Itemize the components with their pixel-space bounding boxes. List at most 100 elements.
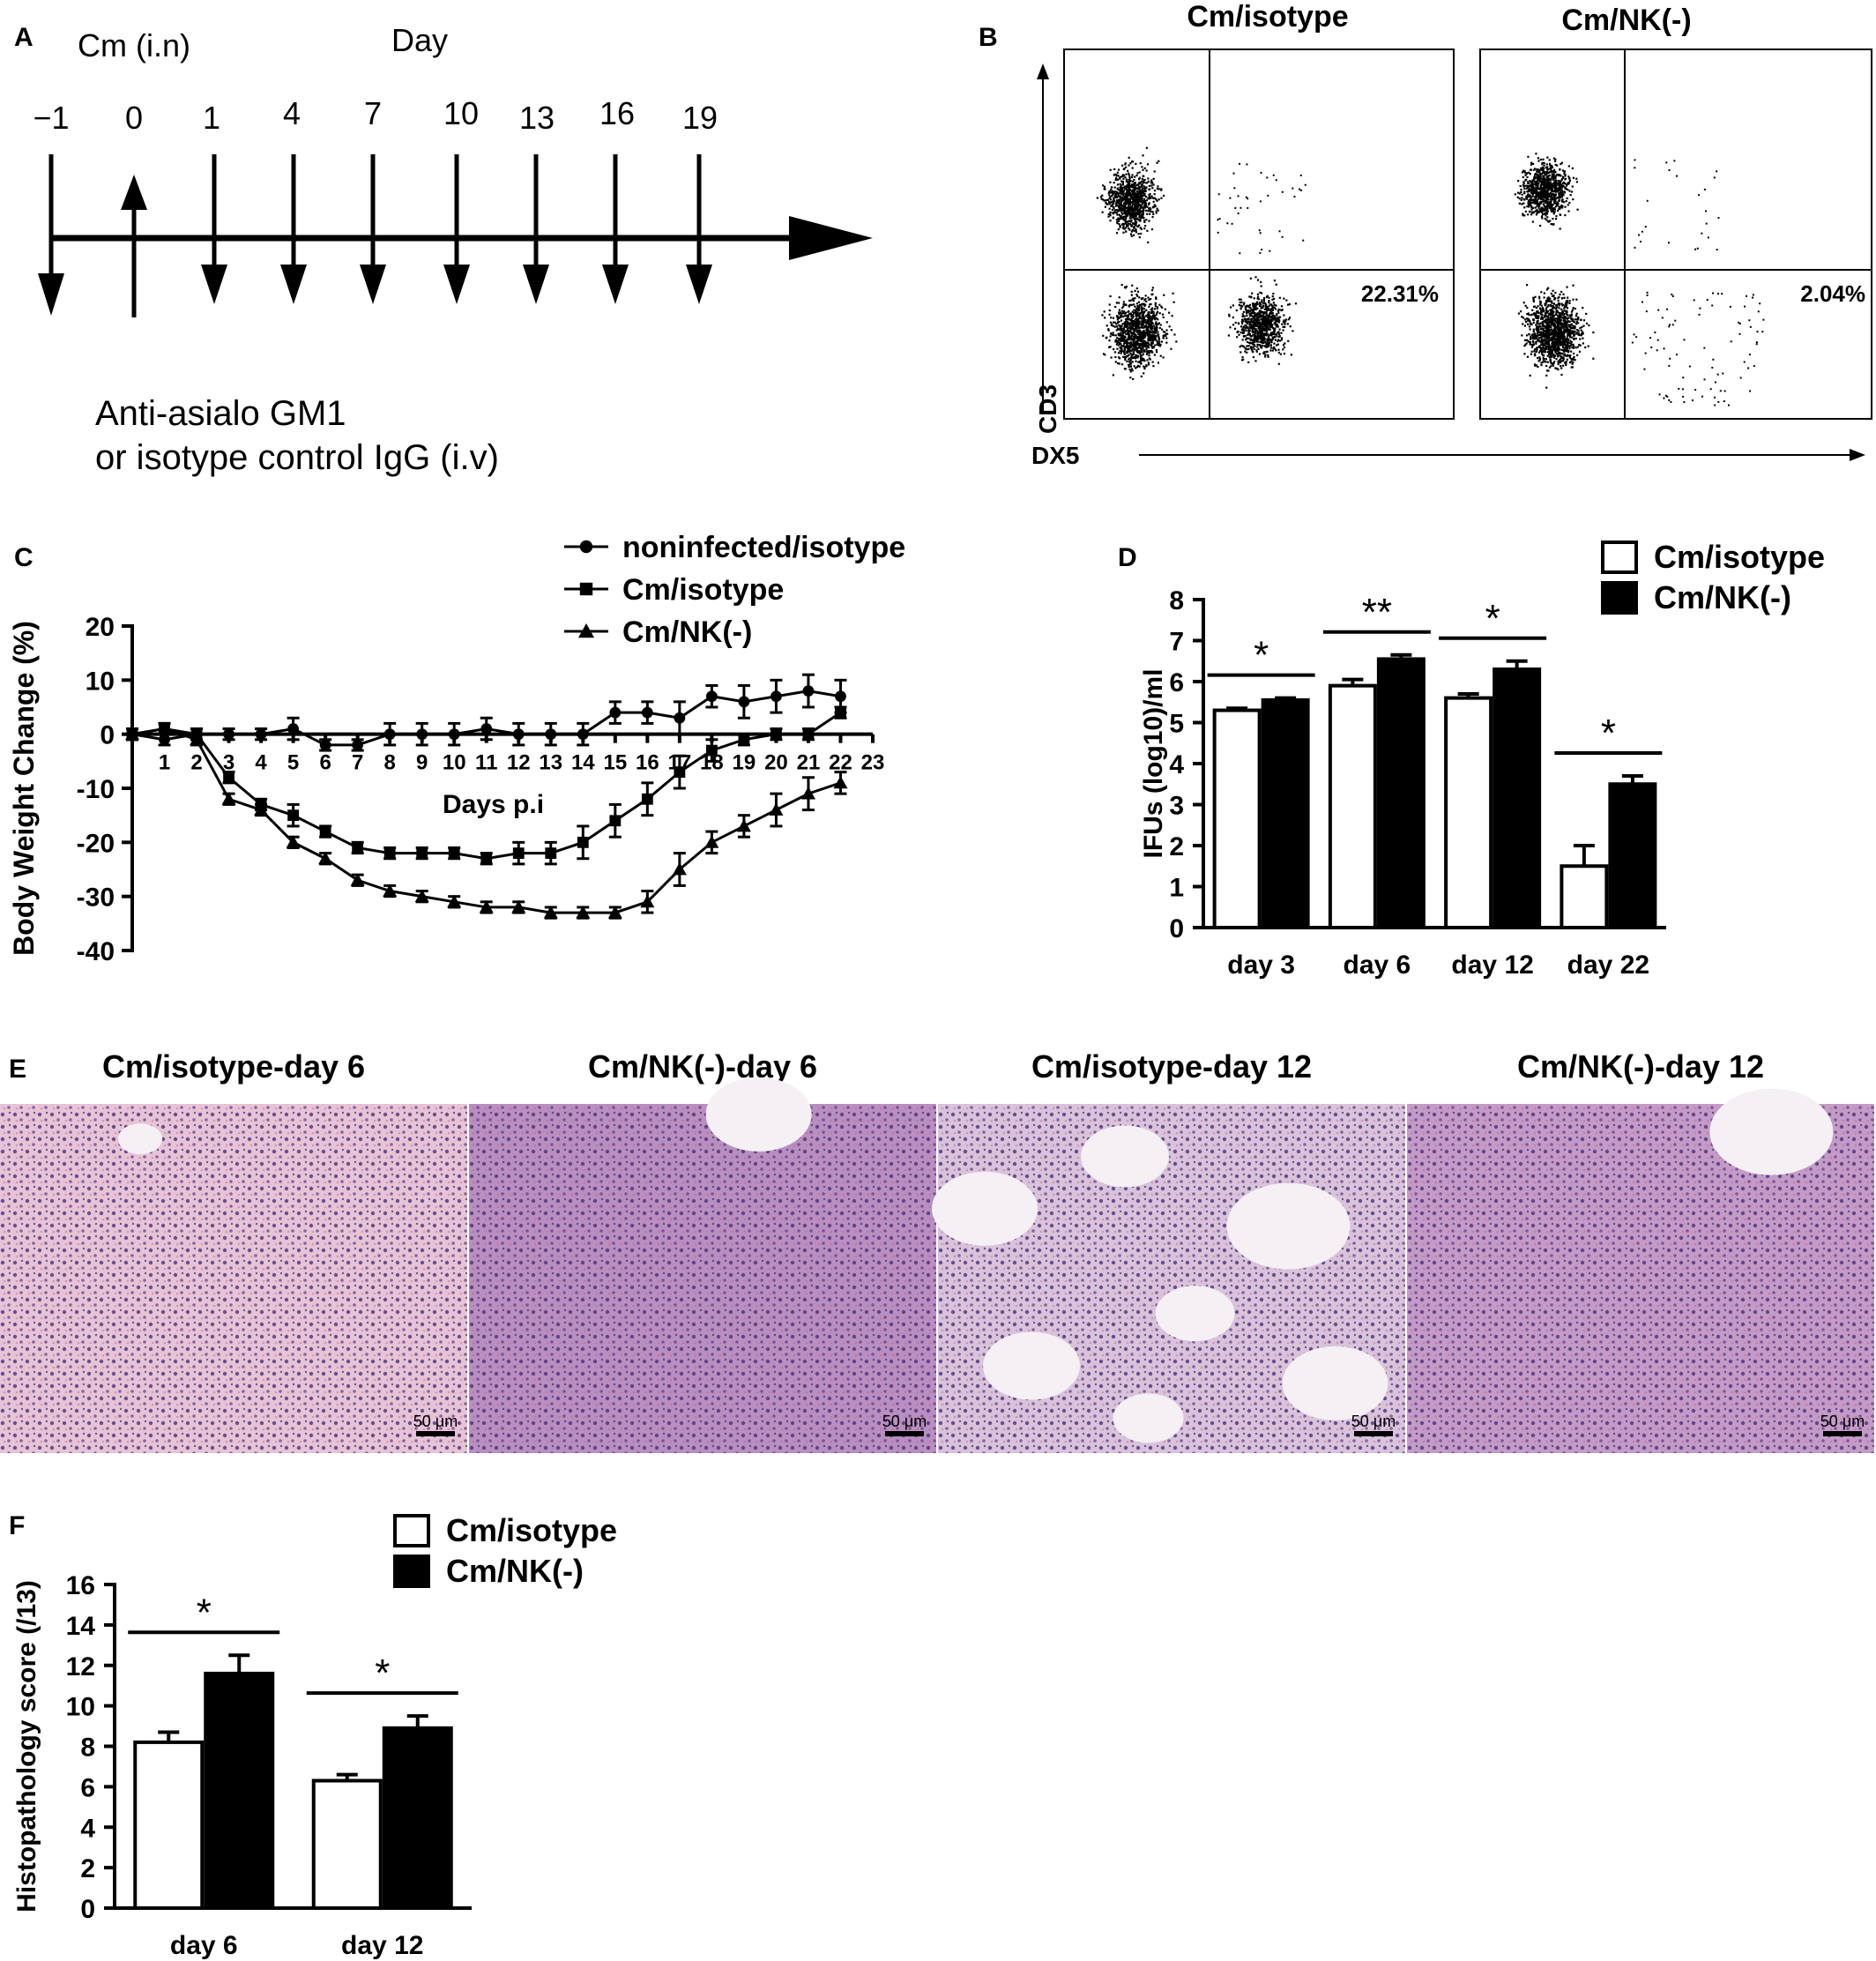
event-dot [1141,332,1143,334]
event-dot [1128,172,1130,175]
event-dot [1258,353,1262,355]
event-dot [1124,358,1127,362]
event-dot [1552,197,1555,199]
event-dot [1550,325,1552,328]
event-dot [1131,369,1134,372]
event-dot [1282,344,1285,347]
event-dot [1540,343,1543,347]
event-dot [1115,219,1119,221]
event-dot [1532,300,1536,303]
event-dot [1258,309,1262,312]
event-dot [1262,314,1264,317]
event-dot [1582,332,1584,335]
event-dot [1108,194,1111,197]
event-dot [1557,296,1560,300]
event-dot [1548,321,1551,324]
event-dot [1132,377,1135,381]
event-dot [1141,298,1143,301]
event-dot [1150,297,1152,301]
event-dot [1534,201,1537,204]
event-dot [1529,180,1531,183]
day-numbers: −1 0 1 4 7 10 13 16 19 [33,95,718,136]
event-dot [1135,194,1139,197]
event-dot [1133,223,1135,226]
event-dot [1523,198,1526,201]
event-dot [1544,199,1546,202]
event-dot [1542,317,1545,319]
event-dot [1152,311,1155,314]
event-dot [1549,303,1552,307]
event-dot [1173,333,1176,336]
event-dot [1555,326,1558,329]
event-dot [1241,313,1244,316]
event-dot [1141,206,1143,209]
event-dot [1568,320,1571,323]
event-dot [1114,178,1117,182]
event-dot [1546,345,1549,348]
event-dot [1154,318,1157,321]
event-dot [1131,343,1134,346]
event-dot [1272,292,1275,295]
event-dot [1149,213,1151,215]
event-dot [1130,212,1133,214]
event-dot [1631,341,1634,344]
event-dot [1551,186,1553,189]
event-dot [1557,328,1560,331]
event-dot [1134,209,1136,212]
event-dot [1259,334,1262,337]
event-dot [1120,175,1123,178]
event-dot [1138,185,1141,188]
event-dot [1554,199,1557,202]
event-dot [1119,325,1122,328]
event-dot [1131,317,1134,319]
event-dot [1113,174,1115,176]
event-dot [1131,327,1134,330]
event-dot [1560,290,1563,294]
event-dot [1530,353,1533,355]
event-dot [1712,358,1715,361]
event-dot [1565,362,1567,365]
event-dot [1129,303,1132,306]
event-dot [1271,311,1274,315]
event-dot [1254,340,1256,343]
event-dot [1139,357,1143,360]
event-dot [1257,327,1260,330]
event-dot [1564,362,1567,364]
event-dot [1547,287,1550,289]
event-dot [1135,320,1137,323]
event-dot [1112,317,1115,319]
event-dot [1538,176,1541,179]
event-dot [1168,311,1171,314]
event-dot [1538,224,1542,227]
event-dot [1120,196,1124,198]
event-dot [1572,176,1575,179]
event-dot [1241,315,1244,317]
event-dot [1244,350,1247,353]
event-dot [1142,347,1144,349]
event-dot [1151,336,1154,339]
event-dot [1530,196,1532,198]
event-dot [1132,353,1135,355]
event-dot [1556,332,1560,335]
event-dot [1563,342,1566,345]
event-dot [1558,338,1561,340]
event-dot [1137,350,1140,353]
event-dot [1552,190,1554,193]
event-dot [1575,323,1578,325]
event-dot [1134,312,1136,315]
event-dot [1280,339,1284,341]
event-dot [1134,191,1136,194]
event-dot [1527,193,1530,196]
event-dot [1525,195,1528,198]
event-dot [1109,346,1112,348]
event-dot [1258,336,1261,339]
event-dot [1235,309,1238,312]
event-dot [1131,228,1134,232]
event-dot [1540,183,1544,186]
event-dot [1139,332,1143,335]
event-dot [1284,320,1287,323]
event-dot [1141,166,1143,168]
event-dot [1137,210,1140,213]
event-dot [1109,214,1112,217]
event-dot [1116,316,1119,318]
